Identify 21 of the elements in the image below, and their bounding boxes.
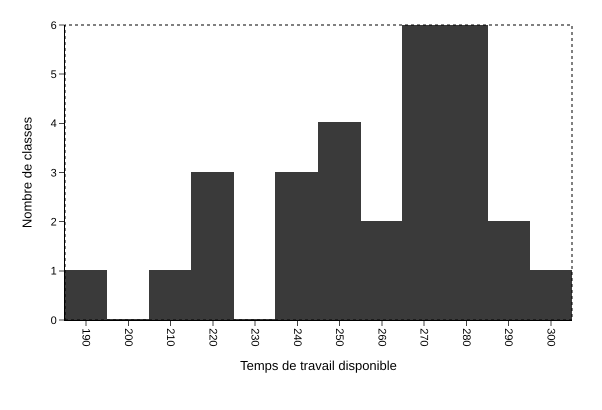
x-tick-label: 260 (375, 328, 388, 347)
x-tick-label: 220 (206, 328, 218, 347)
x-tick-label: 270 (418, 328, 430, 347)
y-tick-label: 1 (50, 266, 57, 278)
x-tick-label: 240 (290, 328, 303, 347)
y-axis-title: Nombre de classes (20, 116, 35, 228)
x-tick-label: 190 (80, 328, 92, 347)
y-tick-label: 4 (50, 118, 57, 130)
x-tick-label: 250 (333, 328, 346, 347)
y-tick-label: 2 (50, 216, 57, 229)
y-tick-label: 5 (50, 69, 57, 82)
x-tick-label: 290 (502, 328, 514, 347)
x-tick-label: 200 (122, 328, 134, 347)
y-tick-label: 0 (50, 314, 57, 327)
x-tick-label: 280 (460, 328, 472, 347)
x-tick-label: 300 (544, 328, 556, 347)
y-tick-label: 6 (50, 20, 57, 32)
x-axis-title: Temps de travail disponible (240, 358, 397, 374)
y-tick-label: 3 (50, 167, 57, 180)
x-tick-label: 210 (164, 328, 176, 347)
x-tick-label: 230 (248, 328, 261, 347)
